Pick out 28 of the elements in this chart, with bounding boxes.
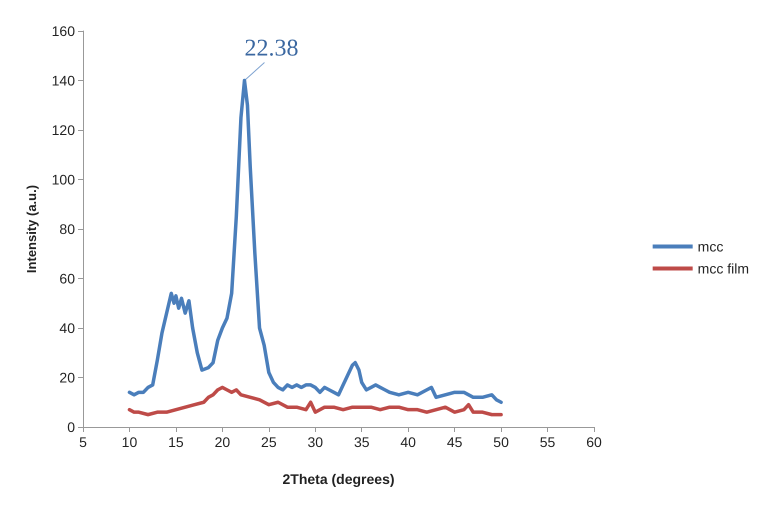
x-tick-label: 30 — [307, 434, 324, 450]
x-tick-label: 10 — [122, 434, 138, 450]
x-tick-label: 60 — [586, 434, 602, 450]
x-tick-label: 35 — [354, 434, 370, 450]
y-tick-label: 40 — [59, 320, 76, 336]
legend-label: mcc — [698, 238, 724, 254]
y-tick-label: 80 — [59, 221, 76, 237]
y-tick-label: 0 — [67, 419, 76, 435]
legend-label: mcc film — [698, 260, 750, 276]
y-tick-label: 160 — [52, 23, 76, 39]
x-axis-title: 2Theta (degrees) — [282, 471, 395, 487]
x-tick-label: 5 — [79, 434, 88, 450]
x-tick-label: 40 — [400, 434, 416, 450]
y-tick-label: 120 — [52, 122, 76, 138]
y-tick-label: 140 — [52, 72, 76, 88]
x-tick-label: 25 — [261, 434, 277, 450]
y-tick-label: 20 — [59, 370, 76, 386]
y-tick-label: 100 — [52, 172, 76, 188]
line-series — [128, 386, 503, 416]
x-tick-label: 45 — [446, 434, 463, 450]
x-tick-label: 15 — [168, 434, 184, 450]
x-tick-label: 55 — [540, 434, 556, 450]
y-tick-label: 60 — [59, 270, 76, 286]
x-tick-label: 50 — [493, 434, 510, 450]
y-axis-title: Intensity (a.u.) — [24, 184, 39, 274]
line-series — [128, 78, 503, 404]
annotation: 22.38 — [244, 36, 298, 62]
x-tick-label: 20 — [214, 434, 230, 450]
